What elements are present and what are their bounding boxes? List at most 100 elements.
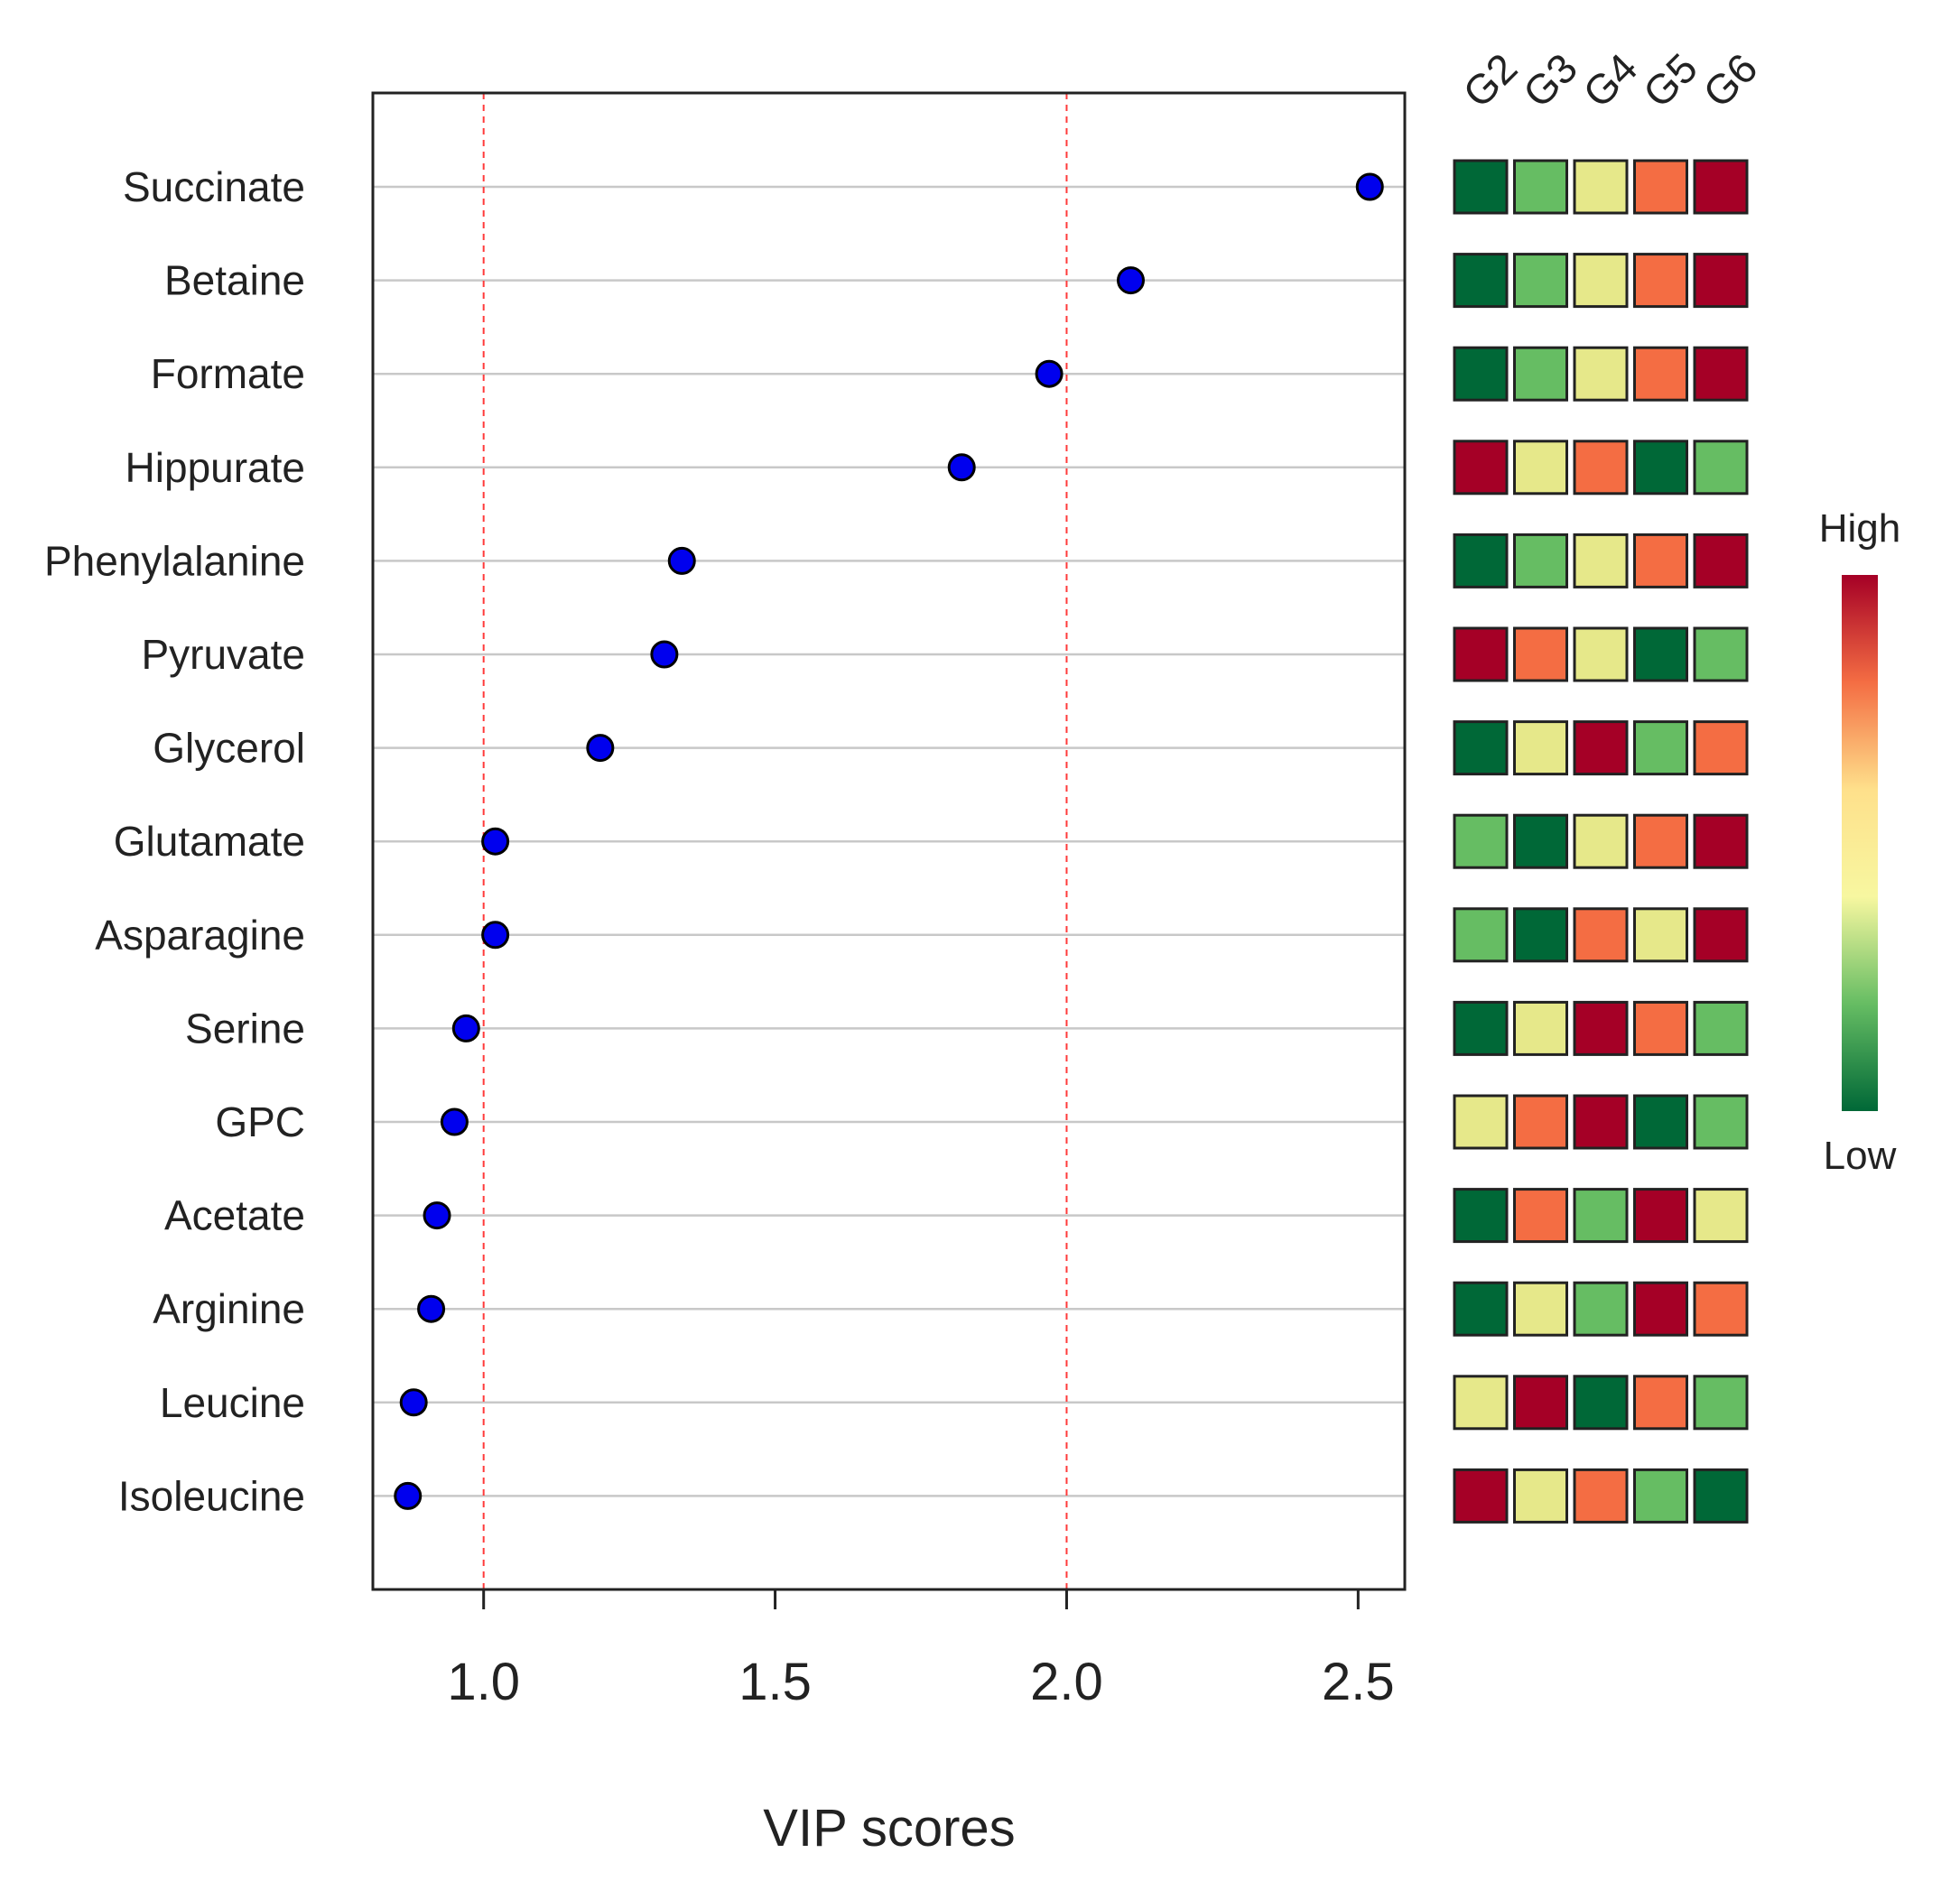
metabolite-label: Pyruvate bbox=[141, 631, 305, 678]
vip-point bbox=[947, 453, 976, 482]
heatmap-cell bbox=[1513, 1188, 1568, 1244]
heatmap-cell bbox=[1513, 813, 1568, 869]
heatmap-cell bbox=[1453, 626, 1509, 682]
heatmap-cell bbox=[1513, 1281, 1568, 1337]
vip-point bbox=[451, 1014, 480, 1042]
heatmap-cell bbox=[1633, 907, 1688, 963]
metabolite-label: Glycerol bbox=[153, 725, 305, 772]
metabolite-label: Leucine bbox=[160, 1379, 305, 1426]
plot-frame bbox=[371, 91, 1407, 1591]
group-label: G2 bbox=[1454, 44, 1526, 116]
x-tick-label: 1.5 bbox=[738, 1653, 812, 1711]
heatmap-cell bbox=[1453, 533, 1509, 588]
heatmap-cell bbox=[1693, 1188, 1749, 1244]
gridlines bbox=[373, 185, 1405, 1497]
heatmap-cell bbox=[1453, 813, 1509, 869]
vip-point bbox=[481, 921, 510, 950]
heatmap-cell bbox=[1453, 1094, 1509, 1150]
heatmap-cell bbox=[1633, 346, 1688, 402]
heatmap-cell bbox=[1693, 440, 1749, 496]
metabolite-label: Isoleucine bbox=[118, 1472, 305, 1519]
heatmap-cell bbox=[1453, 159, 1509, 215]
heatmap-cell bbox=[1693, 907, 1749, 963]
heatmap-cell bbox=[1513, 1000, 1568, 1056]
metabolite-label: Succinate bbox=[123, 163, 305, 210]
x-tick-label: 1.0 bbox=[447, 1653, 520, 1711]
heatmap-cell bbox=[1573, 253, 1629, 309]
group-label: G3 bbox=[1514, 44, 1586, 116]
vip-point bbox=[650, 640, 679, 669]
x-tick-label: 2.5 bbox=[1322, 1653, 1395, 1711]
metabolite-label: Glutamate bbox=[114, 818, 305, 865]
heatmap-cell bbox=[1513, 440, 1568, 496]
heatmap-cell bbox=[1693, 1468, 1749, 1524]
heatmap-cell bbox=[1573, 1281, 1629, 1337]
heatmap-cell bbox=[1573, 626, 1629, 682]
heatmap bbox=[1453, 159, 1749, 1524]
heatmap-cell bbox=[1633, 813, 1688, 869]
heatmap-cell bbox=[1513, 1468, 1568, 1524]
heatmap-cell bbox=[1573, 346, 1629, 402]
heatmap-cell bbox=[1453, 1375, 1509, 1431]
heatmap-cell bbox=[1693, 1281, 1749, 1337]
heatmap-cell bbox=[1513, 346, 1568, 402]
heatmap-cell bbox=[1633, 159, 1688, 215]
vip-point bbox=[423, 1201, 451, 1230]
metabolite-label: Phenylalanine bbox=[44, 537, 305, 584]
heatmap-cell bbox=[1573, 533, 1629, 588]
heatmap-cell bbox=[1513, 253, 1568, 309]
vip-point bbox=[1355, 172, 1384, 201]
heatmap-cell bbox=[1633, 1094, 1688, 1150]
color-legend: High Low bbox=[1819, 506, 1901, 1178]
heatmap-cell bbox=[1453, 253, 1509, 309]
heatmap-cell bbox=[1633, 1375, 1688, 1431]
group-label: G6 bbox=[1694, 44, 1766, 116]
heatmap-cell bbox=[1573, 1188, 1629, 1244]
heatmap-cell bbox=[1453, 1468, 1509, 1524]
heatmap-cell bbox=[1453, 440, 1509, 496]
metabolite-label: Formate bbox=[151, 350, 305, 397]
heatmap-cell bbox=[1513, 533, 1568, 588]
vip-point bbox=[417, 1294, 446, 1323]
metabolite-label: Arginine bbox=[153, 1285, 305, 1332]
heatmap-cell bbox=[1453, 907, 1509, 963]
heatmap-cell bbox=[1453, 346, 1509, 402]
heatmap-cell bbox=[1573, 907, 1629, 963]
data-points bbox=[394, 172, 1384, 1510]
heatmap-cell bbox=[1633, 533, 1688, 588]
heatmap-cell bbox=[1693, 346, 1749, 402]
metabolite-label: Hippurate bbox=[125, 444, 305, 491]
vip-point bbox=[667, 546, 696, 575]
heatmap-cell bbox=[1573, 159, 1629, 215]
vip-point bbox=[1116, 266, 1145, 295]
heatmap-cell bbox=[1633, 1000, 1688, 1056]
legend-low-label: Low bbox=[1824, 1134, 1897, 1178]
x-axis-title: VIP scores bbox=[763, 1799, 1015, 1858]
heatmap-cell bbox=[1573, 1000, 1629, 1056]
heatmap-cell bbox=[1453, 1281, 1509, 1337]
group-label: G4 bbox=[1574, 44, 1646, 116]
heatmap-cell bbox=[1693, 1094, 1749, 1150]
heatmap-cell bbox=[1573, 1468, 1629, 1524]
heatmap-cell bbox=[1633, 720, 1688, 776]
group-label: G5 bbox=[1634, 44, 1706, 116]
metabolite-label: Betaine bbox=[164, 257, 305, 304]
heatmap-cell bbox=[1693, 813, 1749, 869]
heatmap-cell bbox=[1513, 1375, 1568, 1431]
heatmap-cell bbox=[1573, 813, 1629, 869]
vip-point bbox=[481, 827, 510, 856]
heatmap-cell bbox=[1633, 1281, 1688, 1337]
heatmap-cell bbox=[1513, 159, 1568, 215]
metabolite-labels: Succinate Betaine Formate Hippurate Phenylal… bbox=[44, 163, 305, 1519]
heatmap-cell bbox=[1513, 907, 1568, 963]
heatmap-cell bbox=[1693, 626, 1749, 682]
heatmap-cell bbox=[1693, 533, 1749, 588]
heatmap-cell bbox=[1633, 440, 1688, 496]
metabolite-label: GPC bbox=[215, 1098, 305, 1145]
metabolite-label: Serine bbox=[185, 1005, 305, 1052]
heatmap-cell bbox=[1693, 720, 1749, 776]
heatmap-cell bbox=[1633, 253, 1688, 309]
heatmap-cell bbox=[1573, 1375, 1629, 1431]
